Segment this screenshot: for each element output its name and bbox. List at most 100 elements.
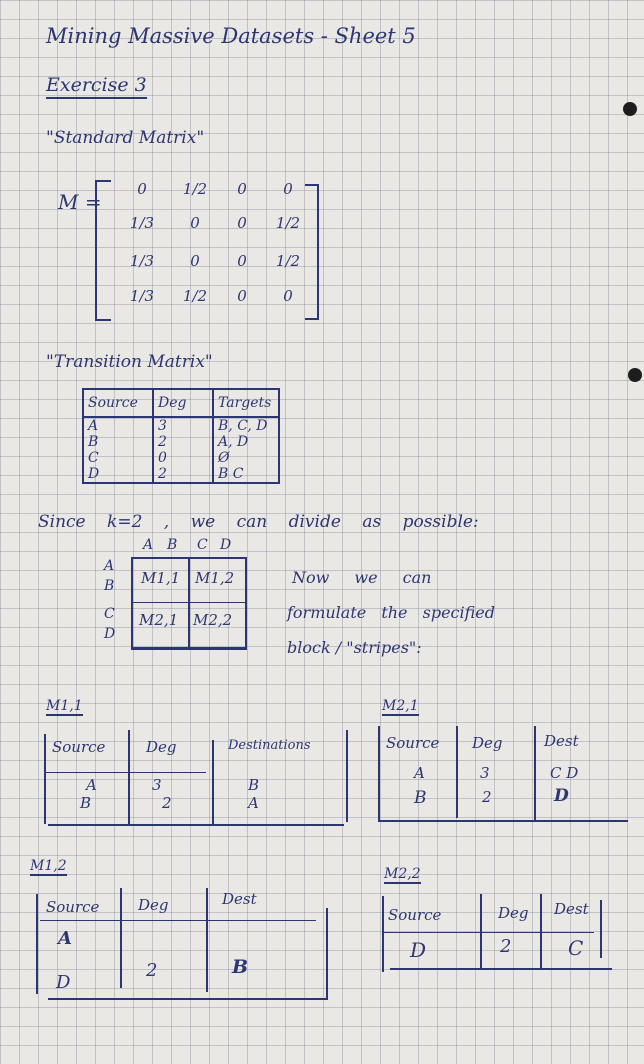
header-dest: Destinations	[228, 738, 311, 753]
table-border	[326, 908, 328, 998]
row-label: A	[104, 558, 115, 574]
punch-hole-bottom	[628, 368, 642, 382]
cell-source: A	[83, 417, 154, 434]
row-label: C	[104, 606, 115, 622]
block-cell: M2,2	[193, 611, 233, 629]
table-border	[212, 740, 214, 826]
matrix-cell: 1/3	[129, 214, 155, 232]
table-row: C 0 Ø	[83, 450, 279, 466]
cell-source: B	[83, 434, 154, 450]
matrix-cell: 1/2	[275, 214, 301, 232]
division-sentence: Since k=2 , we can divide as possible:	[38, 512, 479, 532]
cell-dest: C D	[550, 764, 579, 782]
cell-deg: 2	[153, 434, 214, 450]
standard-matrix-label: "Standard Matrix"	[46, 128, 205, 148]
cell-source: D	[410, 938, 427, 962]
cell-deg: 3	[480, 764, 490, 782]
header-source: Source	[386, 734, 440, 752]
table-border	[40, 920, 316, 921]
matrix-cell: 1/3	[129, 252, 155, 270]
submatrix-title-m12: M1,2	[30, 858, 67, 876]
note-line: formulate the specified	[287, 603, 495, 622]
cell-source: B	[414, 788, 427, 808]
cell-targets: Ø	[218, 450, 230, 466]
table-border	[120, 888, 122, 988]
matrix-cell: 0	[190, 214, 200, 232]
cell-deg: 2	[482, 788, 492, 806]
table-border	[378, 726, 380, 822]
table-border	[346, 730, 348, 822]
header-deg: Deg	[498, 904, 529, 922]
matrix-cell: 0	[283, 287, 293, 305]
block-grid: M1,1 M1,2 M2,1 M2,2	[131, 557, 247, 650]
cell-deg: 3	[153, 417, 214, 434]
cell-source: A	[86, 776, 97, 794]
cell-targets: B, C, D	[218, 418, 268, 434]
transition-table: Source Deg Targets A 3 B, C, D B 2 A, D …	[82, 388, 280, 484]
table-row: D 2 B C	[83, 466, 279, 483]
matrix-cell: 0	[237, 252, 247, 270]
matrix-cell: 0	[237, 180, 247, 198]
table-row: A 3 B, C, D	[83, 417, 279, 434]
column-label: C	[197, 537, 208, 553]
cell-deg: 0	[153, 450, 214, 466]
cell-deg: 2	[500, 936, 512, 957]
table-border	[128, 730, 130, 826]
block-divider-vertical	[188, 559, 190, 647]
punch-hole-top	[623, 102, 637, 116]
cell-dest: A	[248, 794, 259, 812]
cell-dest: D	[554, 786, 569, 806]
matrix-left-bracket	[95, 180, 111, 321]
header-deg: Deg	[153, 389, 214, 418]
cell-deg: 2	[146, 960, 158, 981]
submatrix-title-m11: M1,1	[46, 698, 83, 716]
table-border	[46, 772, 206, 773]
cell-targets: A, D	[218, 434, 249, 450]
cell-source: D	[83, 466, 154, 483]
matrix-right-bracket	[305, 184, 319, 320]
header-source: Source	[46, 898, 100, 916]
table-border	[600, 900, 602, 958]
cell-source: C	[83, 450, 154, 466]
header-deg: Deg	[138, 896, 169, 914]
table-border	[44, 734, 46, 824]
header-dest: Dest	[554, 900, 589, 918]
table-header-row: Source Deg Targets	[83, 389, 279, 418]
header-source: Source	[388, 906, 442, 924]
block-divider-horizontal	[133, 602, 245, 603]
block-cell: M2,1	[139, 611, 179, 629]
column-label: D	[220, 537, 232, 553]
cell-dest: B	[232, 956, 249, 978]
cell-deg: 2	[162, 794, 172, 812]
submatrix-table-m11: Source Deg Destinations A 3 B B 2 A	[44, 730, 350, 830]
cell-deg: 2	[153, 466, 214, 483]
table-border	[384, 932, 594, 933]
matrix-name: M =	[58, 190, 102, 214]
row-label: D	[104, 626, 116, 642]
header-source: Source	[83, 389, 154, 418]
row-label: B	[104, 578, 115, 594]
matrix-cell: 0	[283, 180, 293, 198]
cell-source: A	[58, 928, 72, 949]
submatrix-table-m21: Source Deg Dest A 3 C D B 2 D	[378, 726, 632, 826]
header-dest: Dest	[222, 890, 257, 908]
table-row: B 2 A, D	[83, 434, 279, 450]
table-border	[36, 894, 38, 994]
cell-source: D	[56, 972, 71, 993]
submatrix-table-m22: Source Deg Dest D 2 C	[382, 892, 614, 976]
block-cell: M1,2	[195, 569, 235, 587]
cell-dest: C	[568, 936, 584, 960]
matrix-cell: 1/2	[275, 252, 301, 270]
matrix-cell: 0	[237, 287, 247, 305]
cell-targets: B C	[218, 466, 244, 482]
table-border	[48, 998, 328, 1000]
submatrix-table-m12: Source Deg Dest A D 2 B	[36, 888, 330, 1004]
header-source: Source	[52, 738, 106, 756]
submatrix-title-m22: M2,2	[384, 866, 421, 884]
exercise-heading: Exercise 3	[46, 74, 147, 99]
note-line: block / "stripes":	[287, 638, 422, 657]
column-label: B	[167, 537, 178, 553]
matrix-cell: 1/2	[182, 287, 208, 305]
matrix-cell: 0	[237, 214, 247, 232]
matrix-cell: 1/3	[129, 287, 155, 305]
